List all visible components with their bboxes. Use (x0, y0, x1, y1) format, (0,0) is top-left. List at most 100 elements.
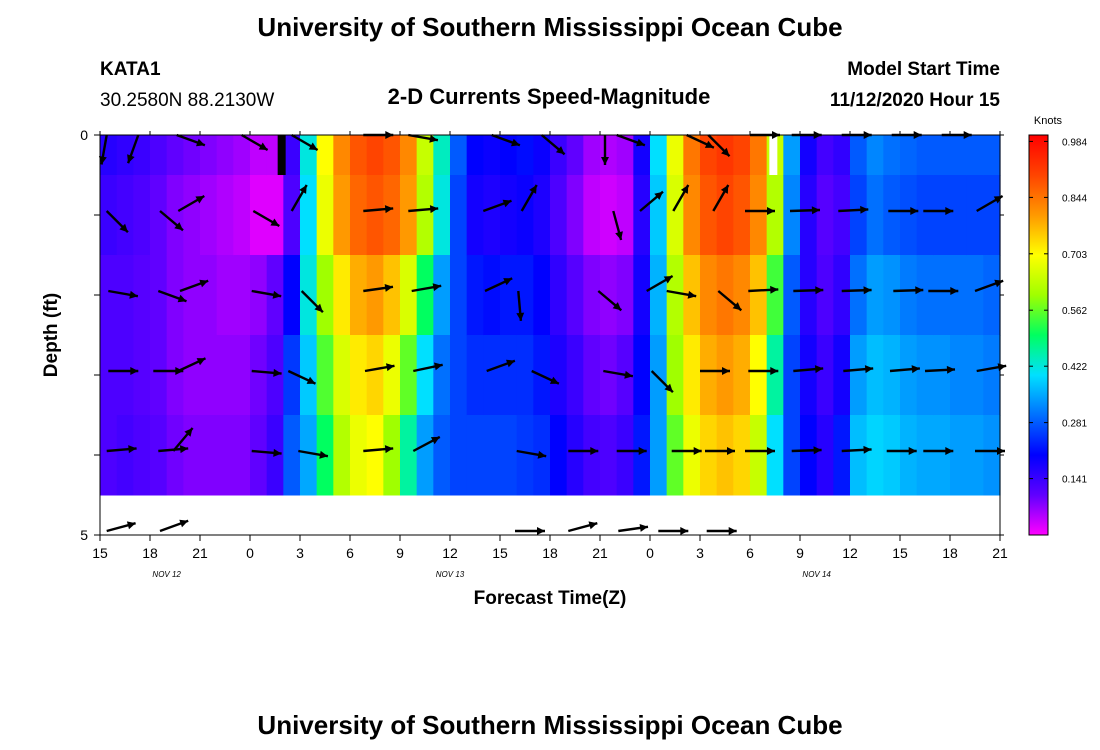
heatmap-cell (650, 255, 668, 336)
heatmap-cell (166, 135, 184, 176)
vector-head (908, 447, 917, 455)
colorbar-ticks: 0.984 0.844 0.703 0.562 0.422 0.281 0.141 (1029, 137, 1087, 486)
x-tick-label: 9 (796, 545, 804, 561)
heatmap-cell (883, 415, 901, 496)
heatmap-cell (950, 415, 968, 496)
heatmap-cell (133, 255, 151, 336)
current-vector (923, 207, 954, 215)
current-vector (105, 210, 129, 234)
heatmap-cell (866, 335, 884, 416)
heatmap-cell (316, 175, 334, 256)
vector-head (516, 312, 525, 321)
current-vector (889, 365, 921, 374)
heatmap-cell (966, 335, 984, 416)
current-vector (650, 370, 674, 394)
heatmap-cell (350, 335, 368, 416)
vector-head (384, 445, 394, 454)
colorbar-tick-label: 0.703 (1062, 250, 1087, 261)
heatmap-cell (350, 135, 368, 176)
heatmap-cell (200, 415, 218, 496)
vector-head (502, 199, 512, 208)
current-vector (251, 289, 282, 299)
heatmap-cell (233, 335, 251, 416)
heatmap-cell (450, 135, 468, 176)
heatmap (100, 135, 1001, 496)
vector-head (119, 223, 128, 233)
vector-head (704, 140, 714, 148)
heatmap-cell (616, 175, 634, 256)
heatmap-cell (716, 335, 734, 416)
vector-head (814, 365, 824, 374)
heatmap-cell (100, 175, 118, 256)
current-vector (705, 447, 735, 455)
vector-head (815, 286, 824, 295)
current-vector (924, 365, 956, 374)
heatmap-cell (433, 255, 451, 336)
heatmap-cell (716, 175, 734, 256)
current-vector (745, 207, 775, 215)
heatmap-cell (516, 335, 534, 416)
y-tick-label: 0 (80, 127, 88, 143)
current-vector (159, 519, 189, 533)
heatmap-cell (450, 175, 468, 256)
heatmap-cell (650, 175, 668, 256)
heatmap-cell (650, 415, 668, 496)
current-vector (126, 134, 140, 164)
vector-head (196, 138, 205, 147)
heatmap-cell (333, 415, 351, 496)
current-vector (612, 210, 623, 241)
heatmap-cell (516, 415, 534, 496)
vector-head (272, 290, 282, 299)
vector-head (860, 205, 869, 214)
heatmap-cell (150, 335, 168, 416)
vector-head (864, 365, 874, 374)
heatmap-cell (133, 135, 151, 176)
x-tick-label: 0 (646, 545, 654, 561)
heatmap-cell (916, 255, 934, 336)
vector-head (680, 527, 689, 535)
vector-head (258, 142, 268, 150)
vector-head (179, 445, 189, 454)
heatmap-cell (233, 175, 251, 256)
current-vector (793, 286, 824, 295)
x-tick-label: 15 (892, 545, 908, 561)
day-label: NOV 14 (802, 570, 831, 579)
heatmap-cell (916, 135, 934, 176)
heatmap-cell (250, 415, 268, 496)
heatmap-cell (816, 255, 834, 336)
heatmap-cell (750, 415, 768, 496)
vector-head (430, 436, 440, 445)
heatmap-cell (566, 175, 584, 256)
current-vector (974, 279, 1004, 293)
heatmap-cell (333, 255, 351, 336)
heatmap-cell (383, 335, 401, 416)
current-vector (666, 289, 697, 299)
x-tick-label: 6 (746, 545, 754, 561)
vector-head (615, 231, 623, 240)
current-vector (106, 521, 136, 533)
heatmap-cell (216, 135, 234, 176)
heatmap-cell (116, 175, 134, 256)
heatmap-cell (300, 415, 318, 496)
heatmap-cell (600, 335, 618, 416)
heatmap-cell (950, 135, 968, 176)
heatmap-cell (433, 415, 451, 496)
heatmap-cell (666, 255, 684, 336)
heatmap-cell (766, 415, 784, 496)
x-tick-label: 21 (192, 545, 208, 561)
y-tick-label: 5 (80, 527, 88, 543)
vector-head (727, 447, 735, 455)
heatmap-cell (950, 255, 968, 336)
heatmap-cell (416, 415, 434, 496)
heatmap-cell (716, 255, 734, 336)
heatmap-cell (866, 415, 884, 496)
vector-head (994, 279, 1004, 288)
heatmap-cell (300, 175, 318, 256)
heatmap-cell (833, 335, 851, 416)
current-vector (157, 289, 187, 303)
heatmap-cell (783, 135, 801, 176)
heatmap-cell (683, 175, 701, 256)
vector-head (537, 527, 545, 535)
heatmap-cell (983, 335, 1001, 416)
